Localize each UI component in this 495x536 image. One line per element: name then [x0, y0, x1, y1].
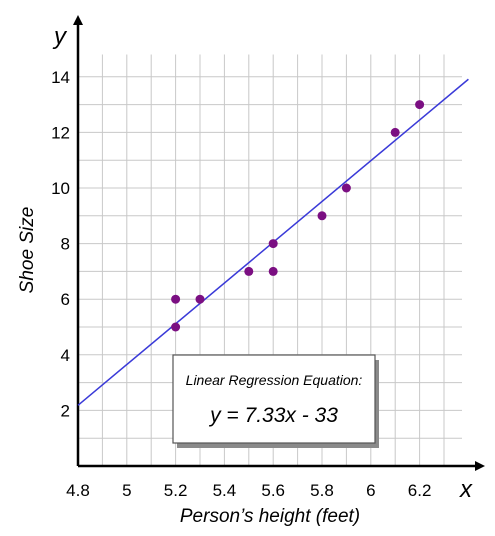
data-point	[171, 294, 181, 304]
x-tick-label: 5.4	[213, 481, 237, 500]
x-axis-letter: x	[459, 476, 473, 503]
x-tick-label: 6.2	[408, 481, 432, 500]
data-point	[268, 239, 278, 249]
data-point	[390, 127, 400, 137]
data-point	[317, 211, 327, 221]
annotation-title: Linear Regression Equation:	[186, 372, 363, 388]
x-tick-label: 5.6	[261, 481, 285, 500]
data-point	[195, 294, 205, 304]
x-tick-label: 6	[366, 481, 375, 500]
regression-annotation: Linear Regression Equation: y = 7.33x - …	[172, 354, 379, 448]
x-tick-label: 5	[122, 481, 131, 500]
annotation-equation: y = 7.33x - 33	[208, 404, 338, 427]
x-tick-label: 5.2	[164, 481, 188, 500]
data-point	[415, 100, 425, 110]
y-axis-letter: y	[52, 23, 68, 50]
data-point	[341, 183, 351, 193]
data-point	[244, 266, 254, 276]
axes	[73, 15, 485, 471]
tick-labels: 4.8 5 5.2 5.4 5.6 5.8 6 6.2 2 4 6 8 10 12 14	[51, 68, 431, 500]
y-axis-title: Shoe Size	[17, 207, 38, 294]
y-tick-label: 8	[61, 235, 70, 254]
y-tick-label: 6	[61, 290, 70, 309]
y-tick-label: 4	[61, 346, 70, 365]
annotation-box	[172, 354, 376, 444]
x-tick-label: 4.8	[66, 481, 90, 500]
data-points	[171, 100, 425, 332]
y-tick-label: 2	[61, 401, 70, 420]
x-tick-label: 5.8	[310, 481, 334, 500]
data-point	[171, 322, 181, 332]
y-tick-label: 14	[51, 68, 70, 87]
y-tick-label: 10	[51, 179, 70, 198]
data-point	[268, 266, 278, 276]
y-tick-label: 12	[51, 123, 70, 142]
x-axis-title: Person’s height (feet)	[180, 506, 360, 527]
